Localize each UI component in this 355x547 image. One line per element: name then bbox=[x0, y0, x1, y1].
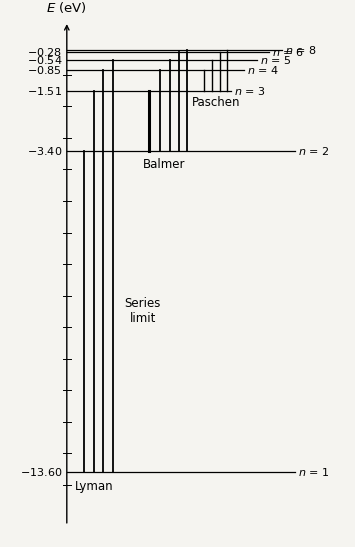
Text: $-$1.51: $-$1.51 bbox=[27, 85, 62, 97]
Text: $-$0.54: $-$0.54 bbox=[27, 54, 62, 66]
Text: Lyman: Lyman bbox=[75, 480, 113, 493]
Text: $-$0.85: $-$0.85 bbox=[27, 64, 62, 76]
Text: $E$ (eV): $E$ (eV) bbox=[46, 0, 87, 15]
Text: Paschen: Paschen bbox=[192, 96, 240, 109]
Text: $n$ = 4: $n$ = 4 bbox=[247, 64, 279, 76]
Text: $-$3.40: $-$3.40 bbox=[27, 144, 62, 156]
Text: $-$0.28: $-$0.28 bbox=[27, 46, 62, 58]
Text: $n$ = 1: $n$ = 1 bbox=[298, 466, 329, 478]
Text: $n$ = 6: $n$ = 6 bbox=[272, 46, 304, 58]
Text: $n$ = 3: $n$ = 3 bbox=[234, 85, 266, 97]
Text: $-$13.60: $-$13.60 bbox=[20, 466, 62, 478]
Text: $n$ = 8: $n$ = 8 bbox=[285, 44, 317, 56]
Text: $n$ = 5: $n$ = 5 bbox=[260, 54, 291, 66]
Text: $n$ = 2: $n$ = 2 bbox=[298, 144, 329, 156]
Text: Balmer: Balmer bbox=[143, 159, 185, 171]
Text: Series
limit: Series limit bbox=[125, 298, 161, 325]
